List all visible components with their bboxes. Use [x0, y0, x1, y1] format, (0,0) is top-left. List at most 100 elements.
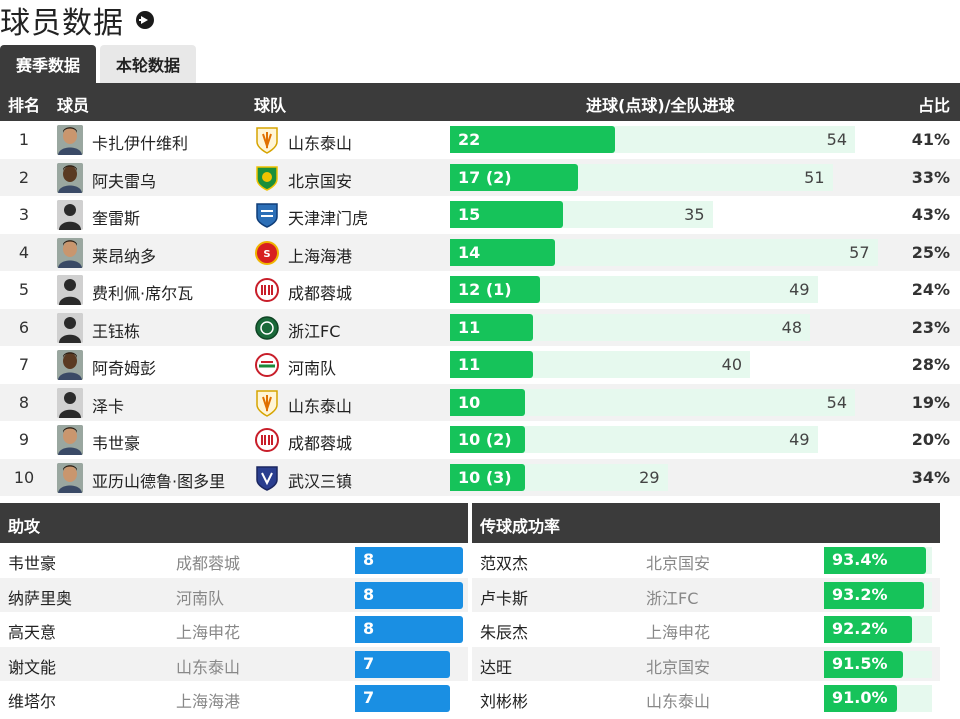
team-name[interactable]: 北京国安 [288, 171, 353, 191]
assists-team[interactable]: 上海海港 [176, 692, 241, 711]
assists-player[interactable]: 谢文能 [8, 657, 57, 677]
player-avatar[interactable] [57, 312, 83, 343]
passing-team[interactable]: 浙江FC [646, 588, 699, 608]
passing-player[interactable]: 朱辰杰 [480, 623, 529, 642]
table-row[interactable]: 1 卡扎伊什维利 山东泰山 22 54 41% [0, 121, 960, 159]
team-name[interactable]: 山东泰山 [288, 396, 353, 416]
header-pct: 占比 [917, 96, 950, 115]
player-name[interactable]: 卡扎伊什维利 [92, 134, 189, 153]
team-name[interactable]: 成都蓉城 [288, 434, 353, 453]
assists-team[interactable]: 成都蓉城 [176, 554, 241, 573]
assists-team[interactable]: 山东泰山 [176, 657, 241, 677]
assists-player[interactable]: 韦世豪 [8, 554, 57, 573]
player-goals-value: 10 (3) [458, 467, 512, 487]
passing-team[interactable]: 北京国安 [646, 657, 711, 677]
team-badge-icon[interactable] [254, 276, 280, 304]
player-goals-bar [450, 126, 615, 153]
header-rank: 排名 [8, 96, 41, 115]
team-goals-value: 29 [639, 467, 660, 487]
table-row[interactable]: 3 奎雷斯 天津津门虎 15 35 43% [0, 196, 960, 234]
player-avatar[interactable] [57, 275, 83, 305]
player-name[interactable]: 奎雷斯 [92, 209, 141, 228]
passing-row[interactable]: 朱辰杰 上海申花 92.2% [472, 612, 940, 647]
rank-cell: 4 [18, 242, 30, 262]
team-badge-icon[interactable] [254, 351, 280, 379]
passing-row[interactable]: 达旺 北京国安 91.5% [472, 646, 940, 681]
table-row[interactable]: 2 阿夫雷乌 北京国安 17 (2) 51 33% [0, 158, 960, 196]
table-row[interactable]: 4 莱昂纳多 S 上海海港 14 57 25% [0, 233, 960, 271]
assists-value: 8 [363, 619, 375, 638]
assists-team[interactable]: 上海申花 [176, 623, 241, 642]
passing-row[interactable]: 刘彬彬 山东泰山 91.0% [472, 681, 940, 716]
team-badge-icon[interactable]: S [254, 239, 280, 267]
goal-share-pct: 34% [911, 467, 950, 487]
player-name[interactable]: 泽卡 [92, 396, 125, 416]
assists-value: 7 [363, 688, 375, 707]
team-badge-icon[interactable] [254, 314, 280, 342]
team-name[interactable]: 成都蓉城 [288, 284, 353, 303]
passing-player[interactable]: 范双杰 [480, 554, 529, 573]
team-name[interactable]: 山东泰山 [288, 134, 353, 153]
team-badge-icon[interactable] [254, 464, 280, 492]
team-name[interactable]: 天津津门虎 [288, 209, 369, 228]
team-badge-icon[interactable] [254, 164, 280, 192]
player-name[interactable]: 莱昂纳多 [92, 246, 157, 266]
team-badge-icon[interactable] [254, 201, 280, 229]
player-avatar[interactable] [57, 200, 83, 230]
player-avatar[interactable] [57, 387, 83, 418]
table-row[interactable]: 5 费利佩·席尔瓦 成都蓉城 12 (1) 49 24% [0, 271, 960, 309]
table-row[interactable]: 10 亚历山德鲁·图多里 武汉三镇 10 (3) 29 34% [0, 458, 960, 496]
team-name[interactable]: 上海海港 [288, 246, 353, 266]
player-name[interactable]: 韦世豪 [92, 434, 141, 453]
assists-player[interactable]: 高天意 [8, 623, 57, 642]
team-name[interactable]: 武汉三镇 [288, 471, 353, 491]
passing-row[interactable]: 范双杰 北京国安 93.4% [472, 543, 940, 578]
tab-season-stats[interactable]: 赛季数据 [0, 45, 97, 83]
table-row[interactable]: 9 韦世豪 成都蓉城 10 (2) 49 20% [0, 421, 960, 459]
assists-row[interactable]: 谢文能 山东泰山 7 [0, 646, 468, 681]
team-goals-value: 35 [684, 205, 705, 224]
assists-player[interactable]: 纳萨里奥 [8, 588, 73, 608]
table-row[interactable]: 7 阿奇姆彭 河南队 11 40 28% [0, 346, 960, 384]
passing-team[interactable]: 北京国安 [646, 554, 711, 573]
team-goals-value: 49 [789, 280, 810, 299]
passing-value: 93.2% [832, 584, 888, 604]
player-avatar[interactable] [57, 350, 83, 380]
passing-team[interactable]: 山东泰山 [646, 692, 711, 711]
assists-player[interactable]: 维塔尔 [8, 692, 57, 711]
assists-row[interactable]: 纳萨里奥 河南队 8 [0, 577, 468, 612]
passing-row[interactable]: 卢卡斯 浙江FC 93.2% [472, 577, 940, 612]
team-name[interactable]: 河南队 [288, 359, 337, 378]
passing-player[interactable]: 卢卡斯 [480, 588, 529, 608]
player-goals-value: 10 [458, 392, 481, 412]
table-row[interactable]: 6 王钰栋 浙江FC 11 48 23% [0, 308, 960, 346]
team-goals-value: 54 [826, 392, 847, 412]
player-name[interactable]: 阿夫雷乌 [92, 171, 157, 191]
player-avatar[interactable] [57, 162, 83, 193]
player-name[interactable]: 王钰栋 [92, 321, 141, 341]
team-badge-icon[interactable] [254, 426, 280, 454]
team-badge-icon[interactable] [254, 126, 280, 154]
player-avatar[interactable] [57, 237, 83, 268]
arrow-right-circle-icon[interactable] [136, 11, 154, 29]
player-name[interactable]: 费利佩·席尔瓦 [92, 284, 194, 303]
player-name[interactable]: 阿奇姆彭 [92, 359, 157, 378]
player-avatar[interactable] [57, 425, 83, 455]
team-name[interactable]: 浙江FC [288, 321, 341, 341]
passing-player[interactable]: 刘彬彬 [480, 692, 529, 711]
table-row[interactable]: 8 泽卡 山东泰山 10 54 19% [0, 383, 960, 421]
assists-row[interactable]: 维塔尔 上海海港 7 [0, 681, 468, 716]
team-badge-icon[interactable] [254, 389, 280, 417]
player-avatar[interactable] [57, 125, 83, 155]
passing-team[interactable]: 上海申花 [646, 623, 711, 642]
assists-row[interactable]: 高天意 上海申花 8 [0, 612, 468, 647]
rank-cell: 3 [18, 205, 30, 224]
player-avatar[interactable] [57, 462, 83, 493]
goal-share-pct: 20% [911, 430, 950, 449]
player-goals-bar [450, 351, 533, 378]
assists-team[interactable]: 河南队 [176, 588, 225, 608]
assists-row[interactable]: 韦世豪 成都蓉城 8 [0, 543, 468, 578]
passing-player[interactable]: 达旺 [480, 657, 513, 677]
tab-round-stats[interactable]: 本轮数据 [100, 45, 197, 83]
player-name[interactable]: 亚历山德鲁·图多里 [92, 471, 226, 491]
